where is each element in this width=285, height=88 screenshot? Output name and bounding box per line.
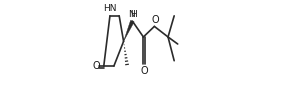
Text: N: N bbox=[128, 10, 135, 19]
Polygon shape bbox=[124, 20, 134, 41]
Text: H: H bbox=[130, 10, 137, 19]
Text: O: O bbox=[93, 61, 100, 71]
Text: O: O bbox=[140, 66, 148, 76]
Text: O: O bbox=[151, 15, 159, 25]
Text: HN: HN bbox=[103, 4, 116, 13]
